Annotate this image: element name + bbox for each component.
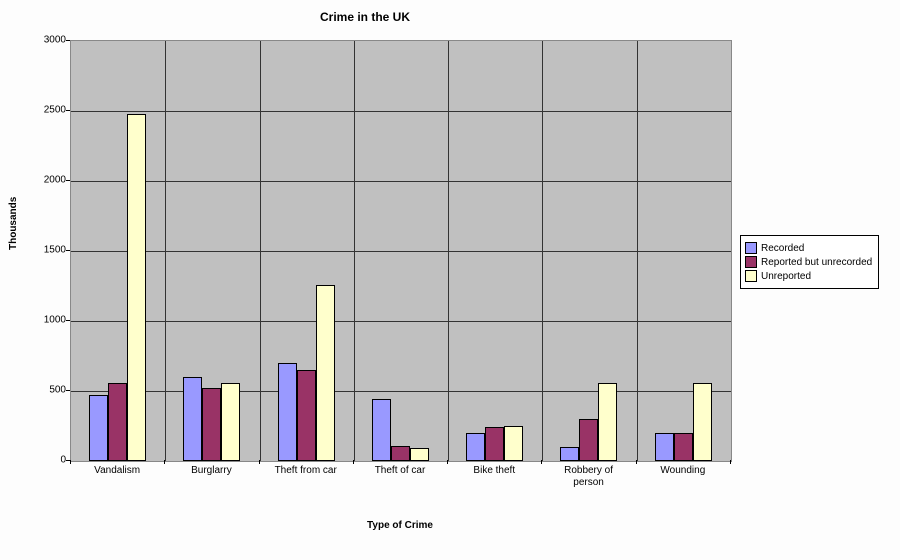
y-tick-label: 1000 [30,315,66,326]
bar-reported-but-unrecorded [674,433,693,461]
grid-line-v [260,41,261,461]
legend-item: Recorded [745,242,872,254]
legend-label: Unreported [761,271,811,282]
bar-unreported [127,114,146,461]
x-tick [730,460,731,464]
category-label: Vandalism [72,465,162,477]
y-tick-label: 0 [30,455,66,466]
x-tick [353,460,354,464]
y-axis-label: Thousands [8,197,19,250]
legend: Recorded Reported but unrecorded Unreporte… [740,235,879,289]
y-tick-label: 2500 [30,105,66,116]
y-tick-label: 2000 [30,175,66,186]
grid-line-h [71,321,731,322]
grid-line-v [542,41,543,461]
bar-recorded [89,395,108,461]
x-tick [447,460,448,464]
bar-recorded [278,363,297,461]
category-label: Bike theft [449,465,539,477]
grid-line-h [71,391,731,392]
grid-line-h [71,251,731,252]
legend-item: Unreported [745,270,872,282]
grid-line-v [354,41,355,461]
bar-unreported [410,448,429,461]
category-label: Wounding [638,465,728,477]
bar-unreported [316,285,335,461]
bar-reported-but-unrecorded [485,427,504,461]
bar-unreported [693,383,712,461]
y-tick [66,110,70,111]
x-tick [164,460,165,464]
y-tick [66,180,70,181]
y-tick [66,40,70,41]
legend-swatch [745,242,757,254]
bar-recorded [560,447,579,461]
legend-label: Recorded [761,243,804,254]
x-axis-label: Type of Crime [70,520,730,531]
grid-line-h [71,111,731,112]
bar-recorded [183,377,202,461]
legend-swatch [745,256,757,268]
bar-reported-but-unrecorded [202,388,221,462]
bar-reported-but-unrecorded [579,419,598,461]
bar-reported-but-unrecorded [391,446,410,461]
grid-line-v [165,41,166,461]
y-tick [66,250,70,251]
x-tick [259,460,260,464]
y-tick-label: 500 [30,385,66,396]
bar-unreported [504,426,523,461]
bar-reported-but-unrecorded [108,383,127,461]
bar-recorded [655,433,674,461]
plot-area [70,40,732,462]
grid-line-v [637,41,638,461]
grid-line-v [448,41,449,461]
category-label: Theft from car [261,465,351,477]
chart-title: Crime in the UK [0,10,730,24]
bar-reported-but-unrecorded [297,370,316,461]
y-tick [66,390,70,391]
legend-swatch [745,270,757,282]
bar-unreported [221,383,240,461]
x-tick [541,460,542,464]
bar-recorded [466,433,485,461]
category-label: Burglarry [166,465,256,477]
x-tick [70,460,71,464]
bar-unreported [598,383,617,461]
legend-label: Reported but unrecorded [761,257,872,268]
category-label: Robbery ofperson [544,465,634,489]
y-tick [66,320,70,321]
grid-line-h [71,181,731,182]
y-tick-label: 1500 [30,245,66,256]
legend-item: Reported but unrecorded [745,256,872,268]
x-tick [636,460,637,464]
crime-chart: Crime in the UK Thousands Type of Crime … [0,0,900,560]
bar-recorded [372,399,391,461]
y-tick-label: 3000 [30,35,66,46]
category-label: Theft of car [355,465,445,477]
